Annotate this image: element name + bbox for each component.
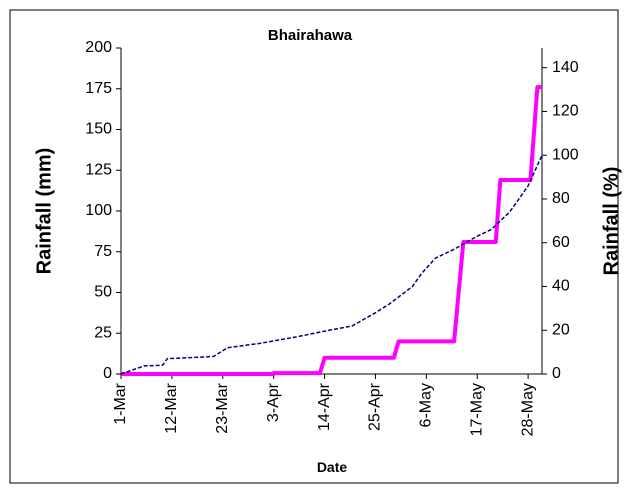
x-tick-label: 17-May — [468, 383, 485, 436]
y2-tick-label: 120 — [552, 103, 579, 120]
x-tick-label: 23-Mar — [214, 382, 231, 433]
y2-tick-label: 0 — [552, 365, 561, 382]
y-tick-label: 150 — [85, 121, 112, 138]
y-tick-label: 175 — [85, 80, 112, 97]
y2-tick-label: 20 — [552, 321, 570, 338]
x-tick-label: 25-Apr — [367, 382, 384, 431]
chart-frame — [9, 9, 619, 484]
x-tick-label: 28-May — [519, 383, 536, 436]
chart-title: Bhairahawa — [268, 27, 353, 44]
y-tick-label: 75 — [94, 243, 112, 260]
series-line — [120, 154, 543, 375]
series-line — [121, 85, 542, 376]
x-tick-label: 1-Mar — [112, 382, 129, 424]
y-tick-label: 50 — [94, 284, 112, 301]
y2-tick-label: 40 — [552, 278, 570, 295]
y-tick-label: 100 — [85, 202, 112, 219]
y-axis-title: Rainfall (mm) — [33, 148, 55, 275]
y-tick-label: 25 — [94, 324, 112, 341]
y-tick-label: 125 — [85, 161, 112, 178]
y-tick-label: 200 — [85, 39, 112, 56]
y2-axis-title: Rainfall (%) — [600, 167, 622, 276]
x-axis-title: Date — [317, 459, 348, 475]
y2-tick-label: 60 — [552, 234, 570, 251]
y2-tick-label: 140 — [552, 59, 579, 76]
x-tick-label: 6-May — [418, 383, 435, 427]
y2-tick-label: 100 — [552, 146, 579, 163]
x-tick-label: 3-Apr — [265, 382, 282, 422]
y-tick-label: 0 — [103, 365, 112, 382]
x-tick-label: 12-Mar — [163, 382, 180, 433]
x-tick-label: 14-Apr — [316, 382, 333, 431]
y2-tick-label: 80 — [552, 190, 570, 207]
